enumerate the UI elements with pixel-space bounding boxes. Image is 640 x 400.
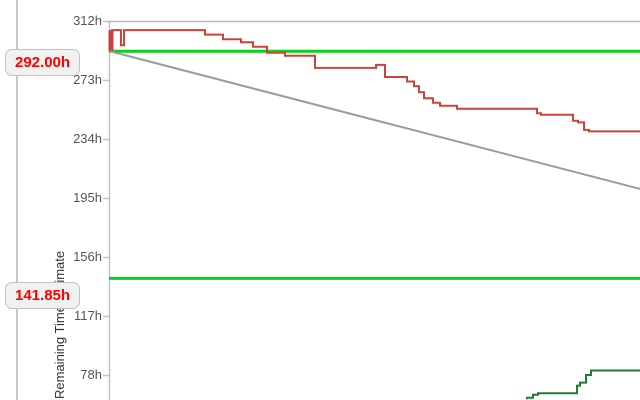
y-tick-label-234: 234h xyxy=(73,131,102,146)
y-tick-label-78: 78h xyxy=(80,367,102,382)
remaining-values-line xyxy=(110,29,640,133)
panel-divider-line xyxy=(16,0,18,400)
y-tick-label-312: 312h xyxy=(73,13,102,28)
y-tick-label-195: 195h xyxy=(73,190,102,205)
y-axis-title: Remaining Time Estimate xyxy=(52,250,67,399)
completed-values-line xyxy=(526,369,640,400)
y-tick-label-273: 273h xyxy=(73,72,102,87)
y-tick-label-117: 117h xyxy=(74,308,102,323)
marker-value-callout-141: 141.85h xyxy=(5,282,81,309)
marker-value-callout-292: 292.00h xyxy=(5,49,81,76)
guideline-line xyxy=(109,50,640,190)
y-tick-label-156: 156h xyxy=(73,249,102,264)
